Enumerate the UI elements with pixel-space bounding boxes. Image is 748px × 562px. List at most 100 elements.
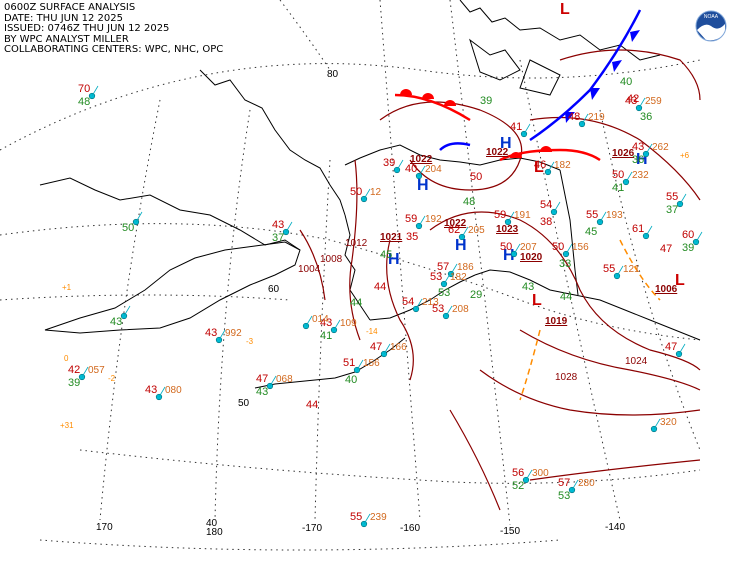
lat-lon-grid (0, 0, 701, 551)
station-p: 014 (312, 314, 329, 325)
station-t: 47 (665, 341, 677, 353)
station-p: 259 (645, 96, 662, 107)
station-p: 262 (652, 142, 669, 153)
station-d: 39 (68, 377, 80, 389)
high-center: H 1022 (486, 135, 512, 158)
station-d: 41 (320, 330, 332, 342)
high-center: H (417, 177, 429, 194)
station-plot: 51 156 (343, 357, 380, 374)
station-t: 62 (448, 224, 460, 236)
station-p: 166 (390, 342, 407, 353)
wind-barb (645, 225, 653, 237)
cold-front-barb (612, 60, 622, 72)
station-plot: 43 080 (145, 384, 182, 401)
station-plot: 50 156 (552, 241, 589, 258)
svg-text:L: L (532, 292, 542, 309)
station-p: 239 (370, 512, 387, 523)
station-p: 280 (578, 478, 595, 489)
pressure-centers: H 1022 H 1022 H 1026 H 1021 H 1022 1023 … (380, 1, 685, 327)
station-d: 43 (110, 316, 122, 328)
station-t: 46 (534, 159, 546, 171)
grid-label-lon-170-left: 170 (96, 522, 113, 533)
station-p: 213 (422, 297, 439, 308)
wind-barb (383, 343, 391, 355)
cold-front (439, 9, 642, 151)
alaska-peninsula (369, 274, 476, 321)
wind-barb (695, 231, 703, 243)
station-p: 992 (225, 328, 242, 339)
wind-barb (415, 298, 423, 310)
wind-barb (523, 123, 531, 135)
misc-value: 44 (560, 291, 572, 303)
header-line-analyst: BY WPC ANALYST MILLER (4, 33, 129, 45)
station-t: 50 (612, 169, 624, 181)
station-t: 39 (383, 157, 395, 169)
wind-barb (513, 243, 521, 255)
station-plot: 55 193 (586, 209, 623, 226)
wind-barb (547, 161, 555, 173)
low-center: L 1019 (532, 292, 568, 327)
wind-barb (356, 359, 364, 371)
wind-barb (418, 165, 426, 177)
isobar-label: 1004 (298, 264, 321, 275)
wind-barb (396, 159, 404, 171)
svg-text:1022: 1022 (410, 154, 433, 165)
wind-barb (135, 211, 143, 223)
station-t: 43 (320, 317, 332, 329)
noaa-logo: NOAA (695, 10, 727, 42)
station-plot: 43 992 (205, 327, 242, 344)
wind-barb (81, 366, 89, 378)
isobar-label: 1008 (320, 254, 343, 265)
misc-value: +31 (60, 421, 74, 430)
misc-value: -3 (246, 337, 254, 346)
svg-text:H: H (417, 177, 429, 194)
station-t: 55 (586, 209, 598, 221)
kamchatka-coast (44, 241, 301, 334)
header-line-centers: COLLABORATING CENTERS: WPC, NHC, OPC (4, 44, 224, 55)
station-t: 50 (350, 186, 362, 198)
station-p: 232 (632, 170, 649, 181)
wind-barb (525, 469, 533, 481)
wind-barb (158, 386, 166, 398)
station-plot: 43 (110, 305, 131, 328)
station-p: 205 (468, 225, 485, 236)
station-t: 56 (512, 467, 524, 479)
misc-value: 35 (406, 231, 418, 243)
cold-front-barb (590, 88, 600, 100)
cold-front-barb (630, 30, 640, 42)
station-plot: 41 (510, 121, 531, 138)
station-t: 51 (343, 357, 355, 369)
station-t: 48 (568, 111, 580, 123)
grid-label-lon-140: -140 (605, 522, 625, 533)
station-t: 41 (510, 121, 522, 133)
wind-barb (418, 215, 426, 227)
wind-barb (645, 143, 653, 155)
station-p: 080 (165, 385, 182, 396)
misc-value: 44 (306, 399, 318, 411)
wind-barb (305, 315, 313, 327)
station-d: 50 (122, 222, 134, 234)
svg-text:H: H (503, 247, 515, 264)
coastlines (39, 0, 701, 389)
station-plot: 61 (632, 223, 653, 240)
station-p: 191 (514, 210, 531, 221)
station-t: 54 (540, 199, 552, 211)
station-p: 156 (572, 242, 589, 253)
station-t: 50 (500, 241, 512, 253)
station-p: 182 (554, 160, 571, 171)
svg-text:L: L (534, 159, 544, 176)
station-p: 186 (457, 262, 474, 273)
misc-value: 44 (374, 281, 386, 293)
grid-labels: 80 60 50 40 170 180 -170 -160 -150 -140 (96, 69, 625, 538)
high-center: H 1022 (444, 218, 467, 254)
grid-label-lon-170: -170 (302, 523, 322, 534)
high-center: H 1021 (380, 232, 403, 268)
high-center: 1022 (410, 154, 433, 165)
station-t: 59 (405, 213, 417, 225)
